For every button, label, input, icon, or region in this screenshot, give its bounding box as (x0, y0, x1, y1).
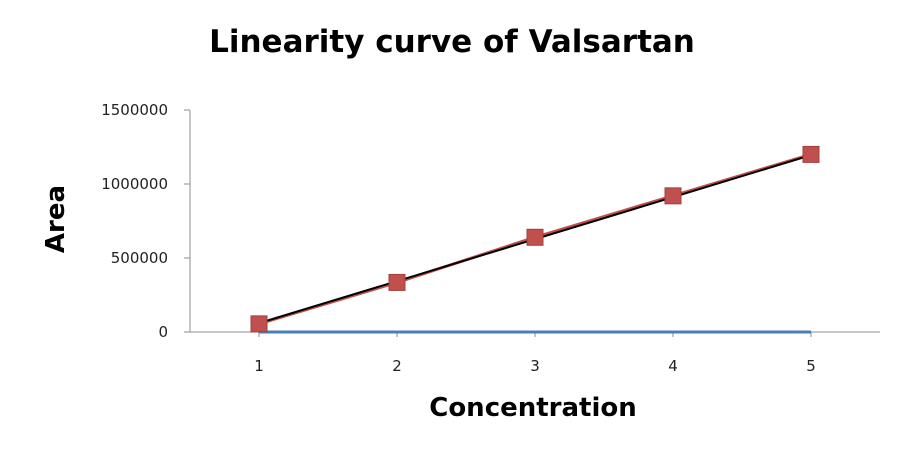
y-tick-label: 1000000 (101, 175, 168, 193)
y-tick-label: 1500000 (101, 101, 168, 119)
tick-labels: 0 500000 1000000 1500000 1 2 3 4 5 (101, 101, 816, 375)
data-point-marker (250, 315, 268, 333)
x-tick-label: 2 (392, 357, 402, 375)
x-tick-label: 5 (806, 357, 816, 375)
data-point-marker (802, 145, 820, 163)
x-axis-label: Concentration (429, 393, 637, 423)
x-tick-label: 1 (254, 357, 264, 375)
x-tick-label: 3 (530, 357, 540, 375)
y-axis-label: Area (41, 185, 71, 253)
y-tick-label: 500000 (111, 249, 168, 267)
marker-layer (250, 145, 820, 333)
x-tick-label: 4 (668, 357, 678, 375)
y-tick-label: 0 (158, 323, 168, 341)
chart-title: Linearity curve of Valsartan (209, 24, 695, 60)
data-point-marker (664, 187, 682, 205)
data-point-marker (526, 228, 544, 246)
data-point-marker (388, 273, 406, 291)
axes (184, 109, 880, 337)
